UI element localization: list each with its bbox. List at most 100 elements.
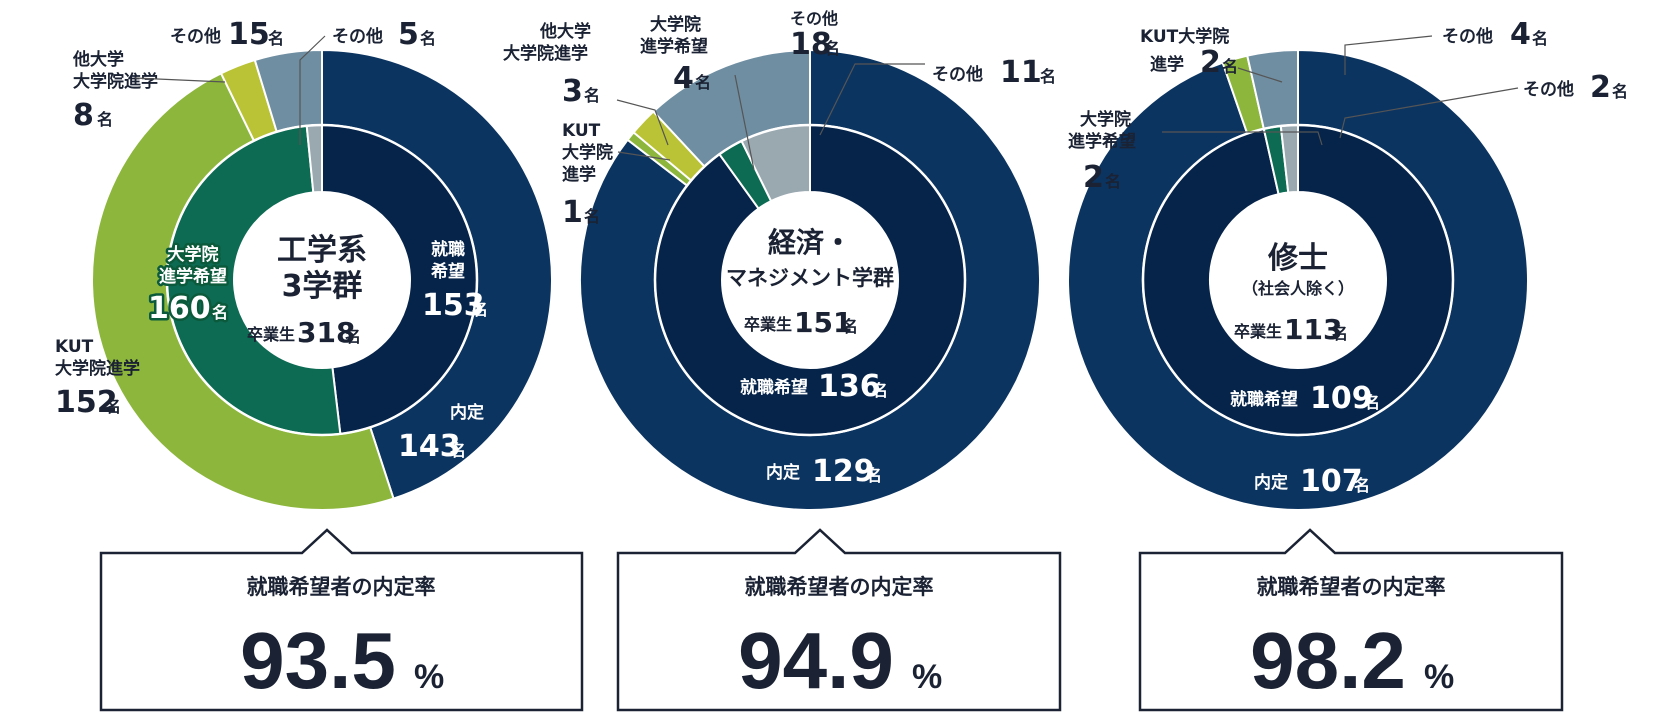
other-grad-label-line2: 大学院進学 [503, 43, 588, 64]
other-grad-value: 8 [73, 98, 94, 133]
employment-label-line1: 就職 [431, 239, 465, 260]
employment-value: 136 [818, 369, 881, 404]
chart-title-line2: マネジメント学群 [726, 266, 894, 290]
grad-hope-value: 2 [1083, 160, 1104, 195]
employment-unit: 名 [472, 300, 488, 319]
other-inner-label: その他 [1523, 79, 1574, 100]
donut-economics [579, 48, 1041, 511]
graduates-value: 113 [1284, 313, 1342, 346]
kut-grad-value: 1 [562, 195, 583, 230]
offer-label: 内定 [1254, 472, 1288, 493]
employment-label: 就職希望 [740, 377, 808, 398]
rate-percent-sign: % [1424, 658, 1454, 696]
kut-grad-label-line2: 大学院進学 [55, 358, 140, 379]
other-outer-value: 4 [1510, 17, 1531, 52]
kut-grad-unit: 名 [105, 397, 121, 416]
callout-box [616, 528, 1062, 712]
offer-unit: 名 [450, 441, 466, 460]
other-inner-label: その他 [332, 26, 383, 47]
other-grad-label-line2: 大学院進学 [73, 71, 158, 92]
employment-value: 153 [422, 288, 485, 323]
employment-unit: 名 [872, 381, 888, 400]
ring-separator [1141, 123, 1455, 437]
grad-hope-label-line2: 進学希望 [640, 36, 708, 57]
kut-grad-value: 2 [1200, 45, 1221, 80]
grad-hope-label-line1: 大学院 [168, 244, 219, 265]
leader-lines [134, 35, 326, 145]
donut-masters [1067, 48, 1529, 511]
other-inner-value: 2 [1590, 70, 1611, 105]
callout-masters: 就職希望者の内定率 98.2 % [1138, 528, 1564, 712]
callout-box [99, 528, 584, 712]
offer-label: 内定 [766, 462, 800, 483]
rate-caption: 就職希望者の内定率 [1257, 575, 1446, 599]
grad-hope-label-line2: 進学希望 [1068, 131, 1136, 152]
other-grad-unit: 名 [97, 110, 113, 129]
center-disc [722, 192, 898, 368]
chart-engineering: 工学系 3学群 卒業生 318 名 就職 希望 153 名 大学院 進学希望 1… [55, 17, 553, 511]
kut-grad-label-line2: 進学 [1150, 54, 1184, 75]
other-outer-value: 15 [228, 17, 270, 52]
kut-grad-label-line1: KUT大学院 [1140, 26, 1229, 47]
callout-economics: 就職希望者の内定率 94.9 % [616, 528, 1062, 712]
graduates-value: 151 [794, 306, 852, 339]
chart-title-line1: 経済・ [768, 226, 852, 259]
graduates-unit: 名 [842, 317, 858, 336]
leader-lines [1162, 35, 1519, 146]
center-disc [1210, 192, 1386, 368]
other-grad-unit: 名 [584, 86, 600, 105]
donut-engineering [91, 48, 553, 511]
other-outer-label: その他 [790, 9, 838, 28]
other-outer-label: その他 [170, 26, 221, 47]
kut-grad-label-line1: KUT [562, 121, 601, 141]
rate-value: 98.2 [1250, 616, 1406, 705]
other-outer-unit: 名 [268, 29, 284, 48]
other-inner-label: その他 [932, 64, 983, 85]
graduates-label: 卒業生 [247, 325, 295, 344]
chart-title-line1: 修士 [1267, 241, 1328, 276]
callout-box [1138, 528, 1564, 712]
other-grad-label-line1: 他大学 [539, 21, 591, 42]
chart-title-line2: （社会人除く） [1242, 279, 1354, 298]
center-disc [234, 192, 410, 368]
ring-separator [653, 123, 967, 437]
grad-hope-label-line2: 進学希望 [159, 266, 227, 287]
graduates-value: 318 [297, 316, 355, 349]
rate-caption: 就職希望者の内定率 [745, 575, 934, 599]
offer-unit: 名 [1354, 476, 1370, 495]
other-outer-unit: 名 [1532, 29, 1548, 48]
ring-separator [165, 123, 479, 437]
rate-percent-sign: % [912, 658, 942, 696]
rate-value: 93.5 [240, 616, 396, 705]
grad-hope-unit: 名 [212, 303, 228, 322]
other-inner-unit: 名 [420, 29, 436, 48]
offer-value: 107 [1300, 464, 1363, 499]
offer-value: 129 [812, 454, 875, 489]
offer-value: 143 [398, 429, 461, 464]
employment-label-line2: 希望 [431, 261, 465, 282]
other-inner-value: 5 [398, 17, 419, 52]
grad-hope-value: 160 [148, 291, 211, 326]
rate-value: 94.9 [738, 616, 894, 705]
kut-grad-label-line2: 大学院 [562, 142, 613, 163]
graduates-unit: 名 [1332, 324, 1348, 343]
other-inner-unit: 名 [1612, 82, 1628, 101]
chart-economics: 経済・ マネジメント学群 卒業生 151 名 就職希望 136 名 内定 129… [503, 9, 1056, 511]
chart-title-line2: 3学群 [282, 269, 363, 304]
employment-unit: 名 [1364, 393, 1380, 412]
other-inner-unit: 名 [1040, 67, 1056, 86]
grad-hope-value: 4 [673, 61, 694, 96]
graduates-unit: 名 [345, 327, 361, 346]
grad-hope-label-line1: 大学院 [1080, 109, 1131, 130]
kut-grad-value: 152 [55, 385, 118, 420]
callout-engineering: 就職希望者の内定率 93.5 % [99, 528, 584, 712]
graduates-label: 卒業生 [1234, 322, 1282, 341]
other-outer-unit: 名 [824, 39, 840, 58]
rate-percent-sign: % [414, 658, 444, 696]
leader-lines [616, 63, 925, 171]
employment-value: 109 [1310, 381, 1373, 416]
other-grad-value: 3 [562, 74, 583, 109]
grad-hope-label-line1: 大学院 [650, 14, 701, 35]
offer-unit: 名 [866, 466, 882, 485]
chart-title-line1: 工学系 [277, 233, 367, 268]
